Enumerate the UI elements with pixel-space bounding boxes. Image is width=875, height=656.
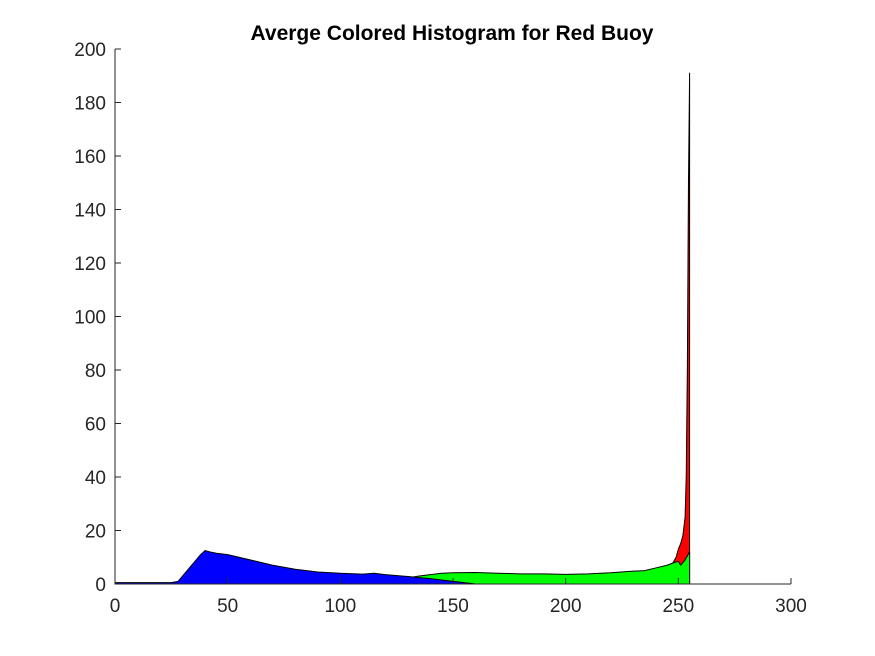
x-tick-label: 250	[662, 596, 694, 617]
chart-title: Averge Colored Histogram for Red Buoy	[251, 22, 654, 45]
y-tick-label: 100	[74, 308, 106, 329]
y-tick-label: 160	[74, 147, 106, 168]
y-tick-label: 80	[85, 361, 106, 382]
y-tick-label: 0	[95, 575, 106, 596]
series-area-2	[114, 550, 691, 585]
y-tick-label: 60	[85, 415, 106, 436]
y-tick-label: 180	[74, 94, 106, 115]
y-tick-label: 200	[74, 40, 106, 61]
series-layer	[114, 72, 691, 585]
series-area-1	[114, 551, 691, 585]
x-tick-label: 200	[550, 596, 582, 617]
series-area-0	[114, 72, 691, 585]
x-tick-label: 300	[775, 596, 807, 617]
y-tick-label: 20	[85, 522, 106, 543]
x-tick-label: 150	[437, 596, 469, 617]
y-tick-label: 140	[74, 201, 106, 222]
x-tick-label: 0	[110, 596, 121, 617]
y-tick-label: 120	[74, 254, 106, 275]
x-tick-label: 50	[217, 596, 238, 617]
x-tick-label: 100	[324, 596, 356, 617]
y-tick-label: 40	[85, 468, 106, 489]
axes-layer: 0 50 100 150 200 250 300 0 20 40 60 80 100 120 140 160 1…	[74, 40, 807, 617]
